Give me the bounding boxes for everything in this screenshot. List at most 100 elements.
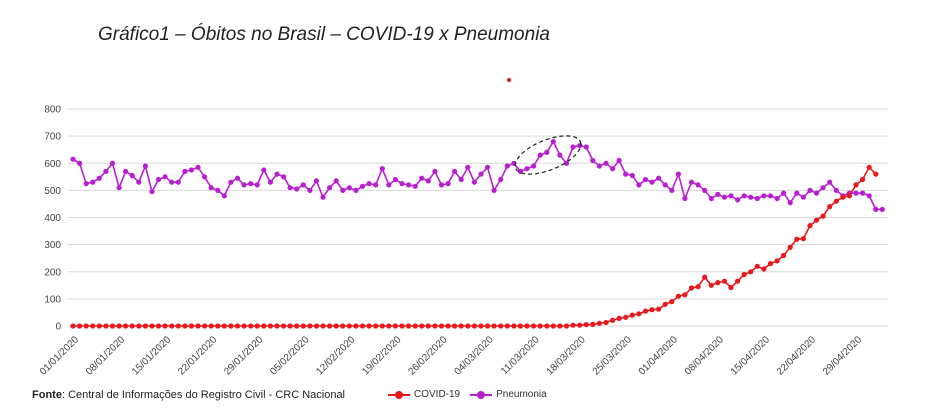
data-point-covid <box>623 314 629 320</box>
data-point-covid <box>103 323 109 329</box>
data-point-pneumonia <box>103 168 109 174</box>
data-point-covid <box>386 323 392 329</box>
data-point-pneumonia <box>452 168 458 174</box>
data-point-pneumonia <box>649 179 655 185</box>
data-point-covid <box>563 323 570 329</box>
x-tick-label: 18/03/2020 <box>545 334 588 377</box>
stray-marker <box>507 78 511 82</box>
data-point-pneumonia <box>504 163 510 169</box>
data-point-covid <box>221 323 227 329</box>
data-point-pneumonia <box>399 181 405 187</box>
legend-item-pneumonia: Pneumonia <box>470 389 547 400</box>
data-point-covid <box>202 323 208 329</box>
data-point-covid <box>807 223 813 229</box>
data-point-pneumonia <box>478 171 484 177</box>
data-point-covid <box>682 292 688 298</box>
data-point-pneumonia <box>307 187 313 193</box>
data-point-covid <box>800 236 807 242</box>
data-point-covid <box>313 323 320 329</box>
data-point-pneumonia <box>715 191 721 197</box>
data-point-pneumonia <box>833 187 839 193</box>
data-point-covid <box>234 323 241 329</box>
data-point-covid <box>373 323 379 329</box>
data-point-pneumonia <box>359 183 366 189</box>
y-tick-label: 200 <box>44 267 61 278</box>
data-point-covid <box>142 323 148 329</box>
data-point-covid <box>827 204 833 210</box>
data-point-covid <box>511 323 517 329</box>
data-point-pneumonia <box>281 174 287 180</box>
data-point-pneumonia <box>853 190 859 196</box>
data-point-pneumonia <box>577 143 583 149</box>
data-point-pneumonia <box>320 194 326 200</box>
data-point-covid <box>873 171 879 177</box>
data-point-pneumonia <box>860 190 866 196</box>
x-tick-label: 29/04/2020 <box>821 334 864 377</box>
x-tick-label: 25/03/2020 <box>591 334 634 377</box>
data-point-covid <box>610 317 616 323</box>
chart-title: Gráfico1 – Óbitos no Brasil – COVID-19 x… <box>98 24 550 45</box>
data-point-pneumonia <box>392 176 398 183</box>
data-point-pneumonia <box>708 195 714 202</box>
data-point-pneumonia <box>83 181 89 187</box>
data-point-pneumonia <box>366 181 372 187</box>
data-point-covid <box>504 323 510 329</box>
data-point-pneumonia <box>228 179 234 185</box>
data-point-covid <box>754 263 760 269</box>
data-point-pneumonia <box>531 163 537 169</box>
data-point-covid <box>215 323 221 329</box>
data-point-covid <box>90 323 96 329</box>
data-point-covid <box>794 236 800 242</box>
y-tick-label: 100 <box>44 294 61 305</box>
legend-swatch-pneumonia <box>470 390 493 400</box>
data-point-pneumonia <box>353 187 359 193</box>
data-point-covid <box>379 323 385 329</box>
data-point-pneumonia <box>879 206 885 212</box>
data-point-pneumonia <box>70 156 76 162</box>
data-point-covid <box>846 193 853 199</box>
data-point-covid <box>182 323 188 329</box>
data-point-pneumonia <box>761 193 767 199</box>
x-tick-label: 26/02/2020 <box>406 334 449 377</box>
data-point-covid <box>675 293 682 299</box>
x-tick-label: 29/01/2020 <box>222 334 265 377</box>
data-point-pneumonia <box>182 168 188 174</box>
legend-label-covid: COVID-19 <box>414 389 461 400</box>
y-tick-label: 500 <box>44 186 61 197</box>
data-point-pneumonia <box>438 182 445 188</box>
data-point-pneumonia <box>491 187 497 193</box>
x-tick-label: 12/02/2020 <box>314 334 357 377</box>
x-tick-label: 11/03/2020 <box>499 334 542 377</box>
data-point-pneumonia <box>669 187 675 193</box>
data-point-pneumonia <box>241 182 247 188</box>
data-point-covid <box>708 282 714 288</box>
source-text: : Central de Informações do Registro Civ… <box>61 389 346 401</box>
data-point-pneumonia <box>675 171 682 177</box>
data-point-pneumonia <box>807 187 813 193</box>
data-point-pneumonia <box>603 160 609 166</box>
data-point-pneumonia <box>333 178 339 184</box>
data-point-covid <box>129 323 135 329</box>
data-point-covid <box>583 322 589 328</box>
data-point-pneumonia <box>702 187 708 193</box>
data-point-pneumonia <box>662 182 668 188</box>
data-point-covid <box>774 258 780 264</box>
data-point-covid <box>787 244 793 250</box>
data-point-pneumonia <box>754 195 760 202</box>
data-point-covid <box>524 323 530 329</box>
x-tick-label: 01/01/2020 <box>38 334 81 377</box>
data-point-pneumonia <box>155 176 162 183</box>
data-point-covid <box>294 323 300 329</box>
data-point-pneumonia <box>109 160 116 166</box>
data-point-covid <box>695 284 701 290</box>
x-tick-label: 22/01/2020 <box>176 334 219 377</box>
highlight-ellipse <box>514 135 582 175</box>
data-point-pneumonia <box>373 182 379 188</box>
data-point-covid <box>748 269 754 275</box>
data-point-pneumonia <box>123 168 129 174</box>
data-point-covid <box>438 323 445 329</box>
x-tick-label: 15/04/2020 <box>729 334 772 377</box>
data-point-pneumonia <box>498 176 504 183</box>
data-point-pneumonia <box>688 179 695 185</box>
